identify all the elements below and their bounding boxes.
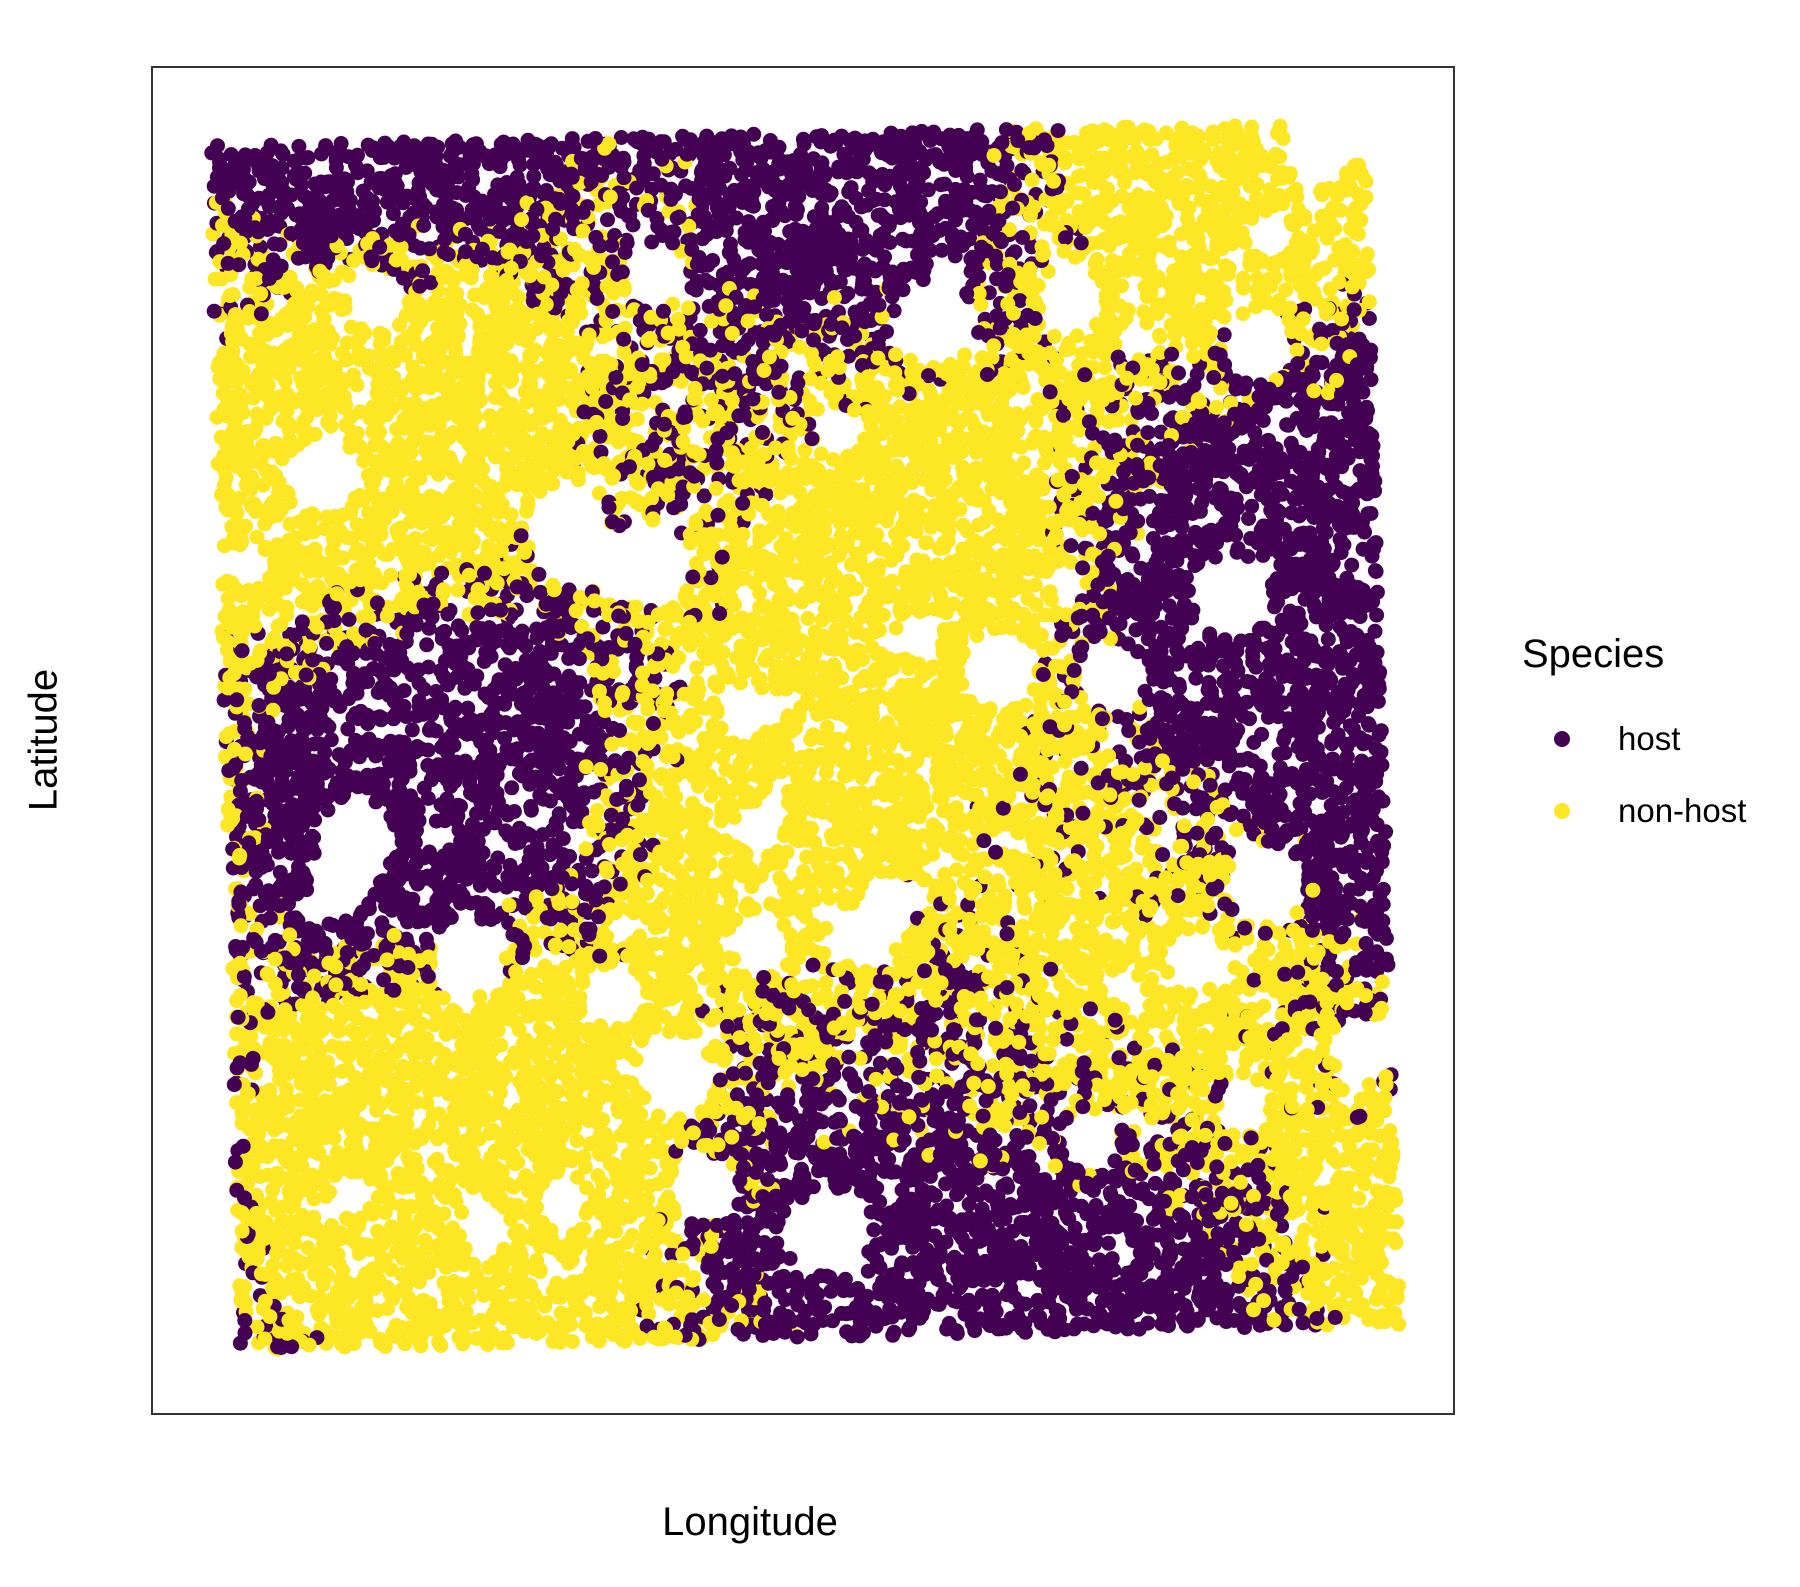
data-point xyxy=(416,681,432,697)
data-point xyxy=(204,145,220,161)
data-point xyxy=(968,460,984,476)
data-point xyxy=(454,1204,470,1220)
data-point xyxy=(1235,306,1251,322)
data-point xyxy=(1194,919,1210,935)
data-point xyxy=(1028,597,1044,613)
points-layer xyxy=(204,118,1407,1357)
data-point xyxy=(795,131,811,147)
data-point xyxy=(653,872,669,888)
data-point xyxy=(1147,1175,1163,1191)
data-point xyxy=(504,780,520,796)
data-point xyxy=(1142,854,1158,869)
data-point xyxy=(1171,870,1187,885)
data-point xyxy=(498,823,514,839)
data-point xyxy=(818,920,834,936)
data-point xyxy=(1188,670,1204,686)
data-point xyxy=(1063,554,1079,570)
data-point xyxy=(1296,1222,1312,1238)
data-point xyxy=(272,237,288,253)
data-point xyxy=(716,496,732,512)
data-point xyxy=(697,970,712,986)
data-point xyxy=(1244,119,1260,135)
data-point xyxy=(746,126,762,142)
data-point xyxy=(1101,1235,1116,1251)
data-point xyxy=(1250,1072,1265,1088)
data-point xyxy=(320,802,336,818)
data-point xyxy=(370,1223,386,1239)
data-point xyxy=(589,803,605,818)
data-point xyxy=(1306,1210,1322,1226)
data-point xyxy=(985,1058,1001,1074)
data-point xyxy=(1091,1252,1107,1268)
data-point xyxy=(1231,1296,1247,1311)
data-point xyxy=(1369,607,1385,623)
data-point xyxy=(1344,557,1360,573)
